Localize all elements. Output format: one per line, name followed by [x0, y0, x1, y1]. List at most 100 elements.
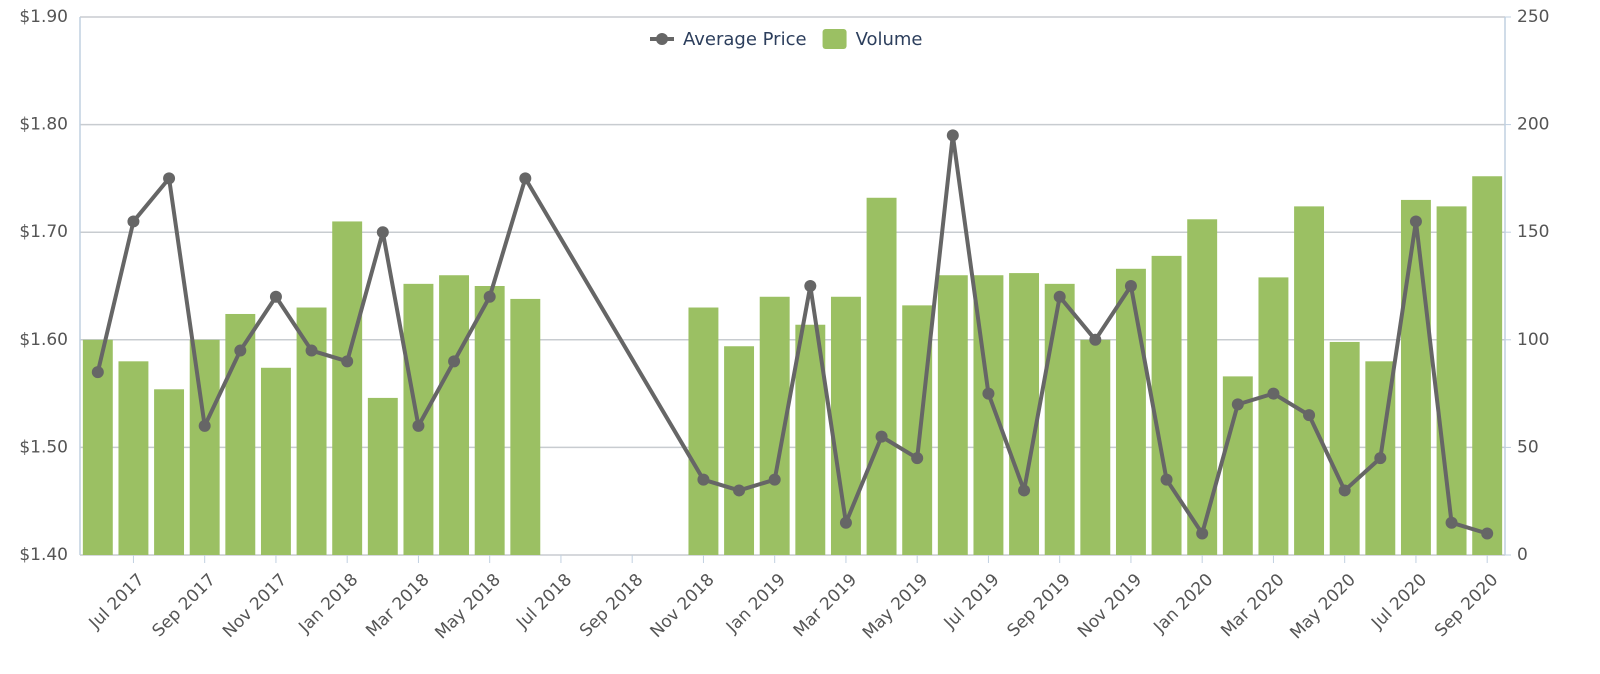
bar [332, 221, 363, 555]
x-tick-label: Jan 2020 [1149, 570, 1217, 638]
price-point [1053, 290, 1066, 303]
x-tick-label: Sep 2019 [1004, 570, 1075, 641]
price-point [1481, 527, 1494, 540]
bar [1294, 206, 1325, 555]
price-point [305, 344, 318, 357]
price-point [982, 387, 995, 400]
x-tick-label: Mar 2020 [1217, 570, 1288, 641]
x-tick-label: Jul 2017 [85, 570, 149, 634]
y-tick-label: $1.60 [19, 330, 68, 350]
x-tick-label: Sep 2017 [149, 570, 220, 641]
bar [189, 339, 220, 555]
price-line [95, 133, 1488, 536]
x-tick-label: Jul 2018 [512, 570, 576, 634]
x-tick-label: Sep 2020 [1431, 570, 1502, 641]
x-tick-label: Nov 2018 [646, 570, 718, 642]
price-point [1124, 280, 1137, 292]
bar [1472, 176, 1503, 556]
bar [1115, 268, 1146, 555]
price-point [804, 280, 817, 292]
bar [688, 307, 719, 555]
x-tick-label: Jan 2018 [294, 570, 362, 638]
y2-tick-label: 0 [1517, 545, 1528, 565]
price-point [198, 419, 211, 432]
bar [118, 361, 149, 555]
legend: Average Price Volume [650, 29, 923, 50]
price-point [911, 452, 924, 465]
bar [1044, 283, 1075, 555]
bar [367, 397, 398, 555]
bar [937, 275, 968, 555]
x-tick-label: Jul 2020 [1367, 570, 1431, 634]
bar [1009, 273, 1040, 555]
price-point [733, 484, 746, 497]
x-tick-label: Sep 2018 [576, 570, 647, 641]
y-tick-label: $1.90 [19, 7, 68, 27]
price-point [269, 290, 282, 303]
x-tick-label: Jul 2019 [940, 570, 1004, 634]
bar [1187, 219, 1218, 555]
price-point [448, 355, 461, 368]
bar [1400, 199, 1431, 556]
bar [902, 305, 933, 555]
bar [1436, 206, 1467, 555]
legend-label: Average Price [683, 29, 807, 50]
legend-item[interactable]: Volume [822, 29, 923, 50]
price-point [483, 290, 496, 303]
price-point [412, 419, 425, 432]
price-point [1196, 527, 1209, 540]
price-point [1267, 387, 1280, 400]
y2-tick-label: 50 [1517, 437, 1539, 457]
x-tick-label: Mar 2019 [790, 570, 861, 641]
y2-tick-label: 100 [1517, 330, 1549, 350]
x-tick-label: Nov 2019 [1074, 570, 1146, 642]
x-tick-label: Jan 2019 [722, 570, 790, 638]
legend-label: Volume [856, 29, 923, 50]
price-point [1303, 409, 1316, 422]
price-point [1018, 484, 1031, 497]
price-point [1089, 333, 1102, 346]
y-tick-label: $1.70 [19, 222, 68, 242]
price-point [839, 516, 852, 529]
x-tick-label: May 2020 [1286, 570, 1359, 643]
x-tick-label: Nov 2017 [219, 570, 291, 642]
price-point [697, 473, 710, 486]
x-tick-label: Mar 2018 [362, 570, 433, 641]
bar [1151, 255, 1182, 555]
price-point [1231, 398, 1244, 411]
price-point [127, 215, 140, 228]
price-point [1445, 516, 1458, 529]
y2-tick-label: 200 [1517, 115, 1549, 135]
legend-swatch [822, 29, 847, 49]
price-point [1338, 484, 1351, 497]
bar [1258, 277, 1289, 555]
bar [1080, 339, 1111, 555]
bar [1329, 341, 1360, 555]
bar [866, 197, 897, 555]
x-tick-label: May 2019 [859, 570, 932, 643]
price-point [1374, 452, 1387, 465]
price-point [1409, 215, 1422, 228]
price-point [91, 366, 104, 379]
price-point [163, 172, 176, 185]
y2-tick-label: 150 [1517, 222, 1549, 242]
bar [474, 286, 505, 555]
bar [260, 367, 291, 555]
price-point [519, 172, 532, 185]
legend-marker [656, 33, 668, 45]
y2-tick-label: 250 [1517, 7, 1549, 27]
legend-item[interactable]: Average Price [650, 29, 807, 50]
y-tick-label: $1.40 [19, 545, 68, 565]
x-tick-label: May 2018 [431, 570, 504, 643]
y-tick-label: $1.80 [19, 115, 68, 135]
bar [510, 298, 541, 555]
price-point [875, 430, 888, 443]
price-point [376, 226, 389, 239]
price-point [946, 129, 959, 142]
y-tick-label: $1.50 [19, 437, 68, 457]
price-point [341, 355, 354, 368]
price-point [768, 473, 781, 486]
bar [724, 346, 755, 555]
bar [154, 389, 185, 555]
